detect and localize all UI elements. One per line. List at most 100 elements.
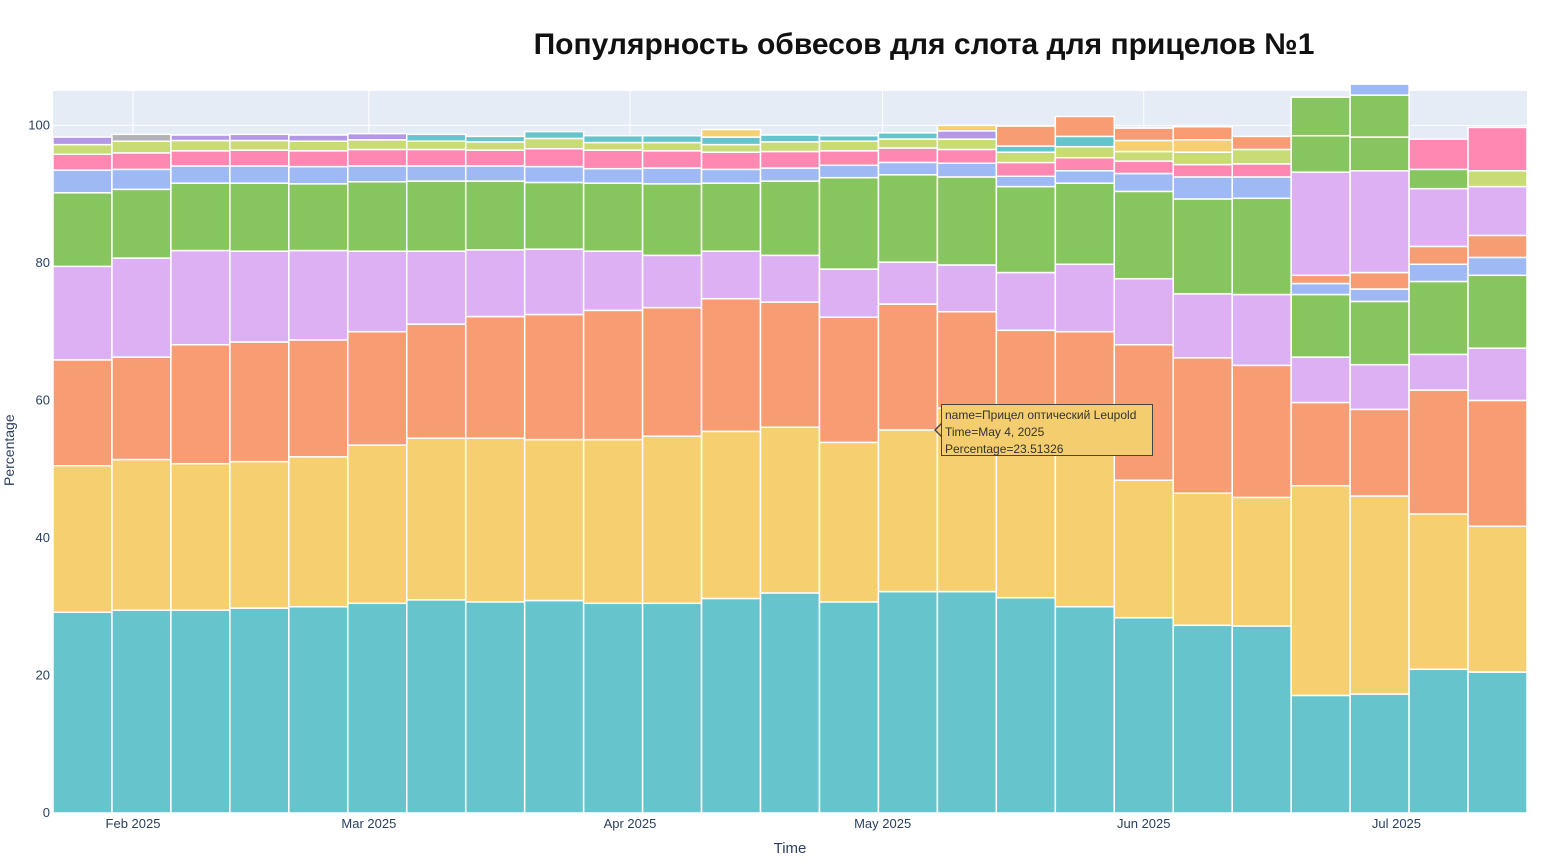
bar-segment[interactable] (1408, 138, 1469, 171)
bar-segment[interactable] (229, 149, 290, 167)
bar-segment[interactable] (1349, 83, 1410, 96)
bar-segment[interactable] (1408, 389, 1469, 515)
bar-segment[interactable] (1467, 234, 1528, 259)
bar-segment[interactable] (1467, 671, 1528, 814)
bar-segment[interactable] (936, 130, 998, 140)
bar-segment[interactable] (1172, 176, 1233, 200)
bar-segment[interactable] (1054, 263, 1116, 333)
bar-segment[interactable] (759, 254, 821, 303)
bar-segment[interactable] (877, 147, 939, 164)
bar-segment[interactable] (229, 341, 290, 463)
bar-segment[interactable] (347, 250, 408, 333)
bar-segment[interactable] (1172, 293, 1233, 359)
bar-segment[interactable] (936, 590, 998, 814)
bar-segment[interactable] (1113, 127, 1174, 142)
bar-segment[interactable] (1231, 148, 1292, 165)
bar-segment[interactable] (995, 125, 1057, 147)
bar-segment[interactable] (111, 140, 172, 154)
bar-segment[interactable] (818, 140, 880, 152)
bar-segment[interactable] (1054, 182, 1116, 266)
bar-segment[interactable] (1172, 139, 1233, 153)
bar-segment[interactable] (700, 136, 762, 146)
bar-segment[interactable] (1408, 245, 1469, 266)
bar-segment[interactable] (347, 139, 408, 151)
bar-segment[interactable] (582, 134, 644, 144)
bar-segment[interactable] (582, 182, 644, 252)
bar-segment[interactable] (229, 182, 290, 252)
bar-segment[interactable] (995, 145, 1057, 153)
bar-segment[interactable] (818, 268, 880, 318)
bar-segment[interactable] (111, 152, 172, 171)
bar-segment[interactable] (818, 601, 880, 814)
bar-segment[interactable] (52, 169, 113, 194)
bar-segment[interactable] (1231, 197, 1292, 296)
bar-segment[interactable] (641, 167, 703, 185)
bar-segment[interactable] (1231, 364, 1292, 499)
bar-segment[interactable] (1054, 170, 1116, 184)
bar-segment[interactable] (1290, 401, 1351, 487)
bar-segment[interactable] (995, 185, 1057, 274)
bar-segment[interactable] (582, 141, 644, 151)
bar-segment[interactable] (582, 438, 644, 605)
bar-segment[interactable] (641, 602, 703, 814)
bar-segment[interactable] (700, 430, 762, 600)
bar-segment[interactable] (523, 248, 585, 316)
bar-segment[interactable] (1290, 96, 1351, 137)
bar-segment[interactable] (936, 310, 998, 409)
bar-segment[interactable] (1467, 126, 1528, 172)
bar-segment[interactable] (1054, 156, 1116, 172)
bars[interactable] (52, 83, 1528, 814)
bar-segment[interactable] (1113, 160, 1174, 175)
bar-segment[interactable] (1290, 356, 1351, 404)
bar-segment[interactable] (936, 264, 998, 313)
bar-segment[interactable] (170, 165, 231, 184)
bar-segment[interactable] (229, 165, 290, 184)
bar-segment[interactable] (1290, 134, 1351, 173)
bar-segment[interactable] (111, 257, 172, 358)
bar-segment[interactable] (1408, 263, 1469, 283)
bar-segment[interactable] (464, 180, 526, 251)
bar-segment[interactable] (523, 165, 585, 184)
bar-segment[interactable] (641, 254, 703, 309)
bar-segment[interactable] (1231, 293, 1292, 367)
bar-segment[interactable] (1467, 256, 1528, 277)
bar-segment[interactable] (170, 343, 231, 465)
bar-segment[interactable] (1172, 163, 1233, 178)
bar-segment[interactable] (1113, 616, 1174, 814)
bar-segment[interactable] (877, 303, 939, 431)
bar-segment[interactable] (288, 165, 349, 185)
bar-segment[interactable] (52, 465, 113, 613)
bar-segment[interactable] (1054, 115, 1116, 138)
bar-segment[interactable] (523, 137, 585, 150)
bar-segment[interactable] (1172, 151, 1233, 166)
bar-segment[interactable] (111, 609, 172, 814)
bar-segment[interactable] (818, 164, 880, 179)
bar-segment[interactable] (877, 261, 939, 305)
bar-segment[interactable] (464, 315, 526, 439)
bar-segment[interactable] (700, 297, 762, 433)
bar-segment[interactable] (170, 609, 231, 814)
bar-segment[interactable] (818, 150, 880, 167)
bar-segment[interactable] (170, 462, 231, 611)
bar-segment[interactable] (995, 161, 1057, 178)
bar-segment[interactable] (52, 153, 113, 171)
bar-segment[interactable] (877, 161, 939, 176)
bar-segment[interactable] (818, 441, 880, 603)
bar-segment[interactable] (1408, 168, 1469, 190)
bar-segment[interactable] (406, 148, 467, 167)
bar-segment[interactable] (759, 167, 821, 182)
bar-segment[interactable] (464, 141, 526, 151)
bar-segment[interactable] (995, 175, 1057, 188)
bar-segment[interactable] (995, 597, 1057, 814)
bar-segment[interactable] (700, 151, 762, 171)
bar-segment[interactable] (229, 139, 290, 151)
bar-segment[interactable] (347, 181, 408, 252)
bar-segment[interactable] (1408, 668, 1469, 814)
bar-segment[interactable] (464, 165, 526, 182)
bar-segment[interactable] (877, 590, 939, 814)
bar-segment[interactable] (936, 124, 998, 132)
bar-segment[interactable] (759, 134, 821, 143)
bar-segment[interactable] (700, 250, 762, 300)
bar-segment[interactable] (464, 135, 526, 143)
bar-segment[interactable] (1290, 293, 1351, 358)
